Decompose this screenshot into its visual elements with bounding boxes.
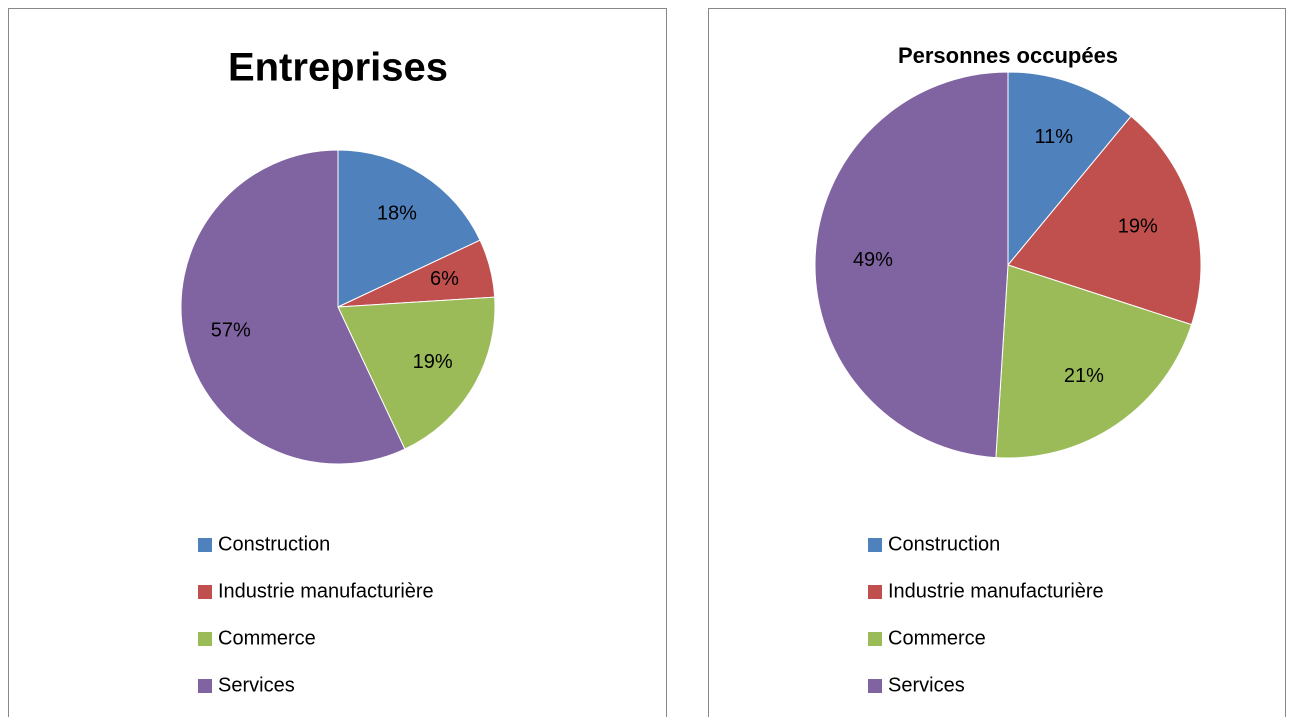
legend-swatch xyxy=(198,585,212,599)
data-label: 19% xyxy=(1118,216,1158,238)
legend-swatch xyxy=(198,679,212,693)
pie-slice xyxy=(1007,115,1202,326)
data-label: 57% xyxy=(211,319,251,341)
pie-slice xyxy=(1007,71,1132,267)
legend-swatch xyxy=(868,585,882,599)
chart-title: Personnes occupées xyxy=(898,43,1118,68)
pie-slice xyxy=(995,264,1193,459)
legend-swatch xyxy=(868,632,882,646)
legend-label: Commerce xyxy=(888,627,986,649)
pie-slice xyxy=(180,149,406,465)
data-label: 21% xyxy=(1064,365,1104,387)
chart-title: Entreprises xyxy=(228,46,448,90)
legend-label: Industrie manufacturière xyxy=(218,580,434,602)
legend-label: Construction xyxy=(218,533,330,555)
data-label: 11% xyxy=(1034,126,1073,148)
legend-swatch xyxy=(868,538,882,552)
data-label: 49% xyxy=(853,249,893,271)
pie-slice xyxy=(814,71,1009,459)
legend-label: Commerce xyxy=(218,627,316,649)
legend-swatch xyxy=(198,632,212,646)
pie-slice xyxy=(337,296,496,450)
legend-label: Services xyxy=(218,674,295,696)
data-label: 19% xyxy=(413,351,453,373)
legend-label: Construction xyxy=(888,533,1000,555)
legend-swatch xyxy=(868,679,882,693)
data-label: 18% xyxy=(377,202,417,224)
legend-label: Services xyxy=(888,674,965,696)
legend-label: Industrie manufacturière xyxy=(888,580,1104,602)
legend-swatch xyxy=(198,538,212,552)
data-label: 6% xyxy=(430,268,459,290)
pie-slice xyxy=(337,149,481,308)
